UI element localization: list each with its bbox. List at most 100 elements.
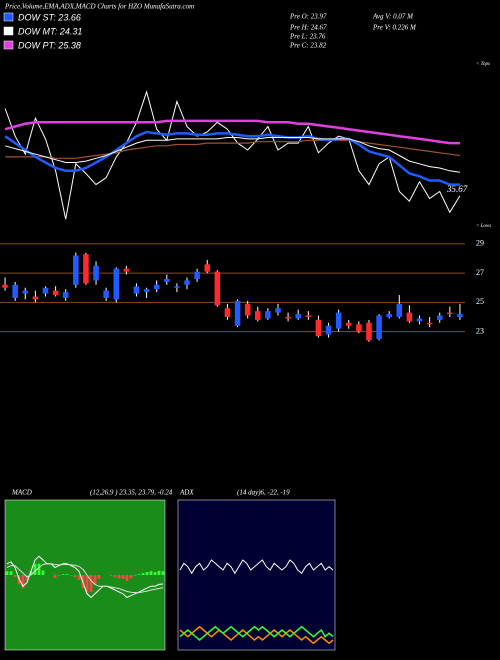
candle-body — [2, 284, 8, 288]
price-line — [4, 90, 461, 220]
candle-body — [265, 311, 271, 319]
candle-body — [295, 314, 301, 319]
histogram-bar — [77, 575, 81, 580]
legend-label: DOW MT: 24.31 — [18, 26, 82, 36]
candle-body — [406, 312, 413, 322]
candle-body — [396, 303, 403, 317]
candle-body — [143, 289, 150, 293]
histogram-bar — [121, 575, 125, 579]
histogram-bar — [29, 571, 33, 575]
candle-body — [285, 316, 291, 319]
histogram-bar — [157, 570, 161, 575]
y-tick-label: 27 — [476, 268, 484, 277]
candle-body — [305, 315, 312, 317]
candle-body — [416, 318, 423, 322]
price-line — [5, 139, 460, 159]
candle-body — [234, 300, 241, 326]
histogram-bar — [53, 575, 57, 578]
candle-body — [52, 290, 59, 296]
histogram-bar — [37, 563, 41, 575]
candle-body — [133, 286, 140, 294]
candle-body — [447, 312, 453, 315]
histogram-bar — [149, 571, 153, 575]
adx-line — [179, 559, 334, 575]
annotation: Pre L: 23.76 — [289, 33, 326, 41]
annotation: < Lows — [476, 224, 491, 229]
histogram-bar — [9, 571, 13, 575]
histogram-bar — [109, 575, 113, 577]
candle-body — [184, 280, 190, 285]
annotation: Pre O: 23.97 — [289, 13, 327, 21]
candle-body — [204, 264, 211, 272]
candle-body — [83, 254, 89, 284]
candle-body — [113, 268, 120, 300]
ema-line — [4, 137, 460, 173]
legend-label: DOW ST: 23.66 — [18, 12, 81, 22]
candle-body — [335, 312, 342, 329]
candle-body — [22, 290, 29, 294]
candle-body — [153, 284, 160, 290]
histogram-bar — [61, 574, 65, 575]
candle-body — [164, 278, 170, 282]
annotation: < Tops — [476, 62, 490, 67]
annotation: Pre H: 24.67 — [289, 24, 327, 32]
candle-body — [103, 290, 109, 298]
candle-body — [376, 315, 382, 339]
histogram-bar — [73, 575, 77, 578]
candle-body — [32, 296, 39, 300]
histogram-bar — [13, 575, 17, 577]
histogram-bar — [21, 575, 25, 589]
y-tick-label: 29 — [476, 239, 484, 248]
histogram-bar — [89, 575, 93, 592]
histogram-bar — [117, 575, 121, 579]
candle-body — [214, 271, 221, 306]
histogram-bar — [161, 571, 165, 575]
panel-title: ADX — [179, 489, 194, 497]
panel-background — [4, 499, 166, 651]
ema-line — [4, 119, 460, 145]
candle-body — [315, 319, 322, 336]
histogram-bar — [33, 563, 37, 575]
histogram-bar — [137, 574, 141, 575]
candle-body — [366, 322, 372, 341]
histogram-bar — [65, 574, 69, 575]
legend-swatch — [3, 12, 14, 22]
y-tick-label: 23 — [476, 326, 484, 335]
candle-body — [386, 314, 392, 317]
panel-subtitle: (12,26,9 ) 23.35, 23.79, -0.24 — [90, 489, 173, 497]
annotation: Pre V: 0.226 M — [372, 24, 417, 32]
histogram-bar — [97, 575, 101, 579]
histogram-bar — [141, 573, 145, 575]
histogram-bar — [145, 572, 149, 575]
histogram-bar — [85, 575, 89, 594]
histogram-bar — [129, 575, 133, 579]
histogram-bar — [69, 575, 73, 576]
candle-body — [194, 271, 200, 279]
candle-body — [93, 265, 99, 281]
histogram-bar — [57, 575, 61, 576]
candle-body — [73, 255, 79, 285]
annotation: 35.67 — [446, 184, 468, 194]
candle-body — [42, 287, 49, 294]
candle-body — [426, 322, 433, 325]
candle-body — [325, 325, 332, 335]
panel-background — [177, 499, 336, 651]
annotation: Pre C: 23.82 — [289, 42, 327, 50]
ema-line — [4, 130, 460, 186]
candle-body — [174, 286, 180, 288]
legend-label: DOW PT: 25.38 — [18, 40, 81, 50]
candle-body — [254, 311, 261, 320]
candle-body — [244, 303, 251, 316]
histogram-bar — [25, 575, 29, 581]
histogram-bar — [5, 571, 9, 575]
panel-subtitle: (14 day)6, -22, -19 — [237, 489, 290, 497]
histogram-bar — [153, 572, 157, 575]
candle-body — [356, 324, 362, 332]
candle-body — [436, 315, 443, 320]
histogram-bar — [93, 575, 97, 585]
candle-body — [123, 268, 130, 272]
legend-swatch — [3, 26, 14, 36]
histogram-bar — [133, 575, 137, 577]
